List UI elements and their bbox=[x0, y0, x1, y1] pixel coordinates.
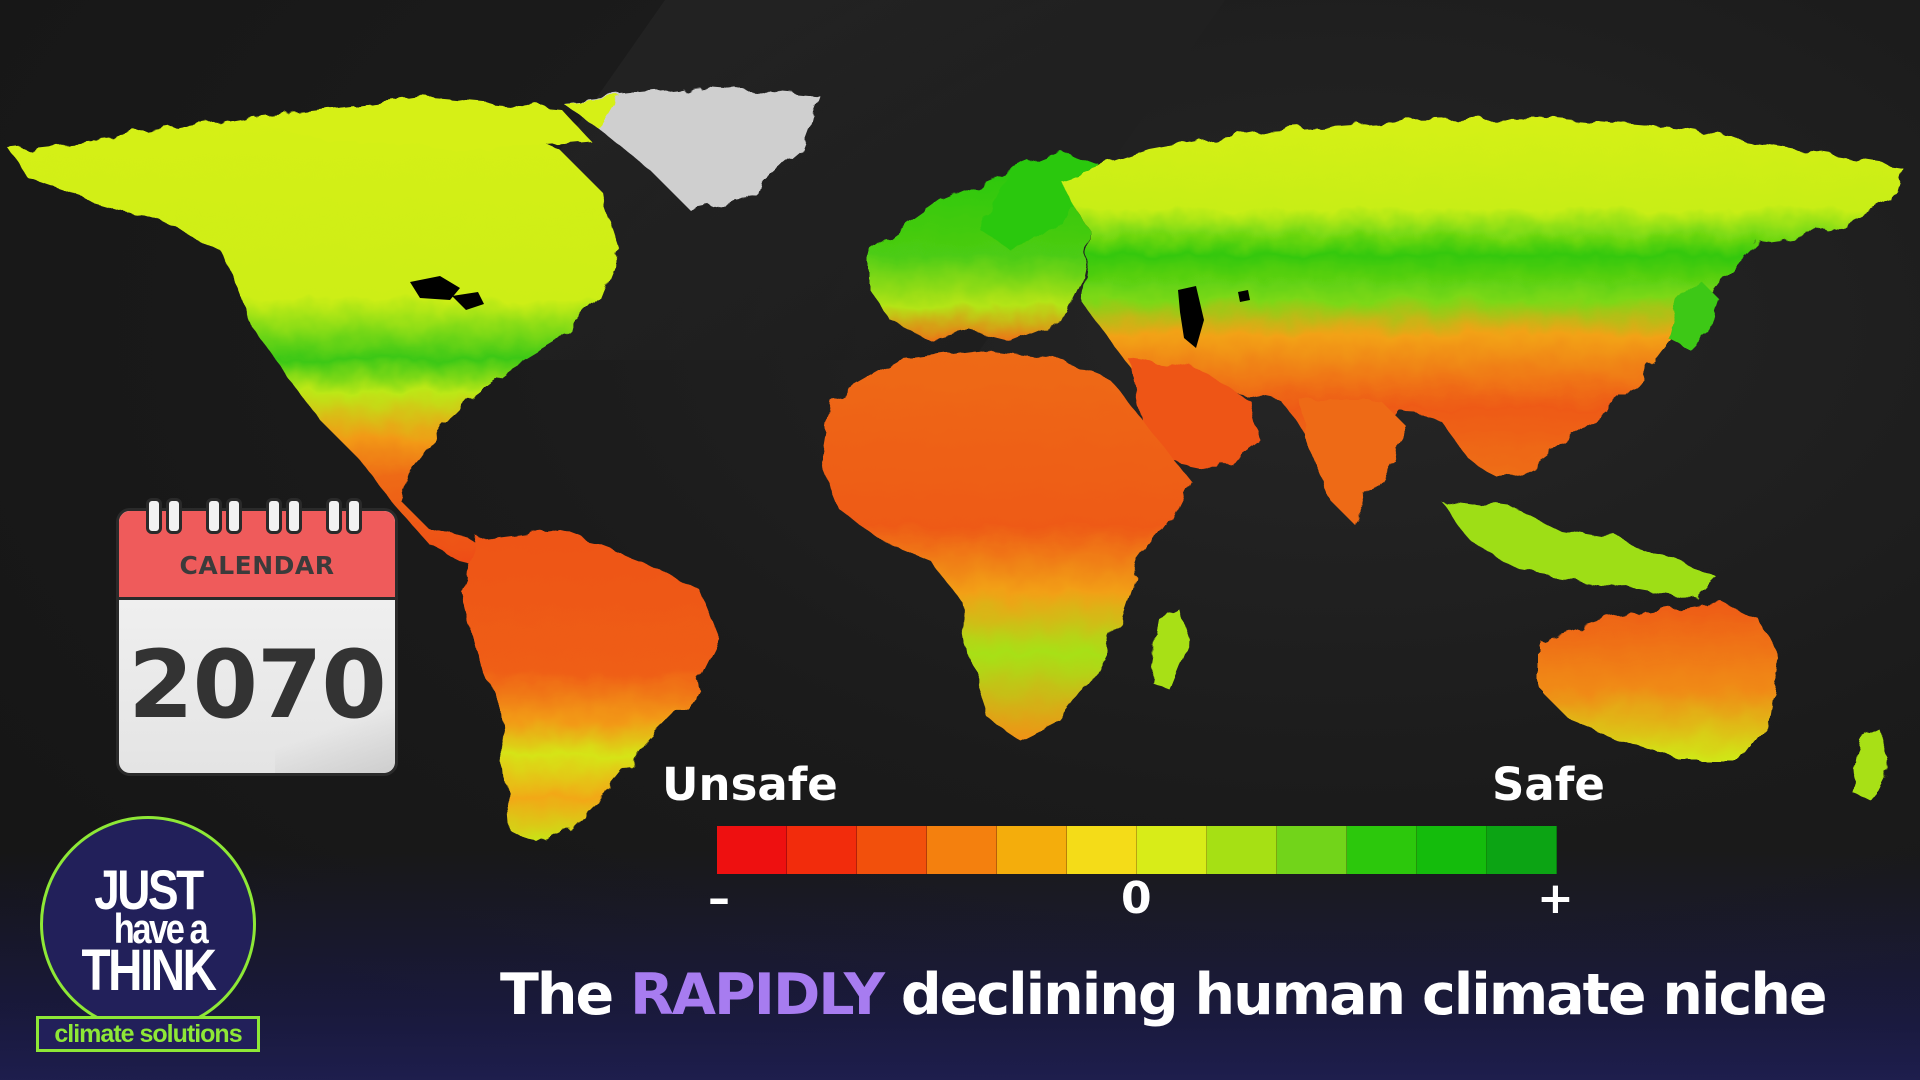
legend-color-scale bbox=[717, 826, 1557, 874]
caption-after: declining human climate niche bbox=[883, 962, 1828, 1028]
caption-highlight: RAPIDLY bbox=[629, 962, 885, 1028]
lakes bbox=[410, 276, 1250, 348]
legend-swatch bbox=[857, 826, 927, 874]
logo-circle: JUST have a THINK bbox=[40, 816, 256, 1032]
legend-swatch bbox=[1207, 826, 1277, 874]
southeast-asia-islands bbox=[1440, 500, 1720, 600]
logo-line-just: JUST bbox=[94, 858, 204, 921]
legend-swatch bbox=[1417, 826, 1487, 874]
new-zealand bbox=[1850, 730, 1890, 800]
caption-before: The bbox=[500, 962, 630, 1028]
legend-unsafe-label: Unsafe bbox=[662, 758, 838, 811]
legend-swatch bbox=[1137, 826, 1207, 874]
scandinavia bbox=[980, 150, 1100, 250]
calendar-ring bbox=[166, 498, 182, 534]
legend-swatch bbox=[1347, 826, 1417, 874]
legend-swatch bbox=[717, 826, 787, 874]
legend-swatch bbox=[787, 826, 857, 874]
calendar-ring bbox=[286, 498, 302, 534]
calendar-widget: CALENDAR 2070 bbox=[116, 498, 398, 776]
legend-swatch bbox=[927, 826, 997, 874]
africa bbox=[820, 350, 1190, 740]
legend-tick-zero: 0 bbox=[1121, 873, 1152, 924]
calendar-ring bbox=[226, 498, 242, 534]
calendar-ring bbox=[206, 498, 222, 534]
legend-safe-label: Safe bbox=[1492, 758, 1605, 811]
legend-swatch bbox=[1277, 826, 1347, 874]
channel-logo: JUST have a THINK climate solutions bbox=[36, 816, 260, 1056]
bottom-glow bbox=[0, 850, 1920, 1080]
north-america bbox=[10, 102, 620, 570]
calendar-ring bbox=[326, 498, 342, 534]
arabia bbox=[1130, 360, 1260, 470]
calendar-ring bbox=[266, 498, 282, 534]
calendar-label: CALENDAR bbox=[179, 551, 335, 580]
japan bbox=[1670, 280, 1720, 350]
logo-line-think: THINK bbox=[81, 938, 216, 1003]
logo-tagline: climate solutions bbox=[36, 1016, 260, 1052]
legend-swatch bbox=[997, 826, 1067, 874]
asia bbox=[1060, 118, 1900, 480]
calendar-ring bbox=[346, 498, 362, 534]
legend-tick-minus: – bbox=[708, 873, 730, 924]
south-america bbox=[460, 530, 720, 845]
calendar-ring bbox=[146, 498, 162, 534]
logo-line-have-a: have a bbox=[113, 905, 209, 952]
legend-tick-plus: + bbox=[1537, 873, 1574, 924]
australia bbox=[1540, 600, 1780, 760]
calendar-body: CALENDAR 2070 bbox=[116, 508, 398, 776]
caption: The RAPIDLY declining human climate nich… bbox=[500, 962, 1828, 1028]
calendar-page-curl bbox=[275, 703, 395, 773]
madagascar bbox=[1150, 610, 1190, 690]
greenland bbox=[560, 86, 820, 210]
india bbox=[1300, 400, 1410, 520]
legend-swatch bbox=[1487, 826, 1557, 874]
arctic-islands bbox=[250, 96, 590, 150]
legend-swatch bbox=[1067, 826, 1137, 874]
